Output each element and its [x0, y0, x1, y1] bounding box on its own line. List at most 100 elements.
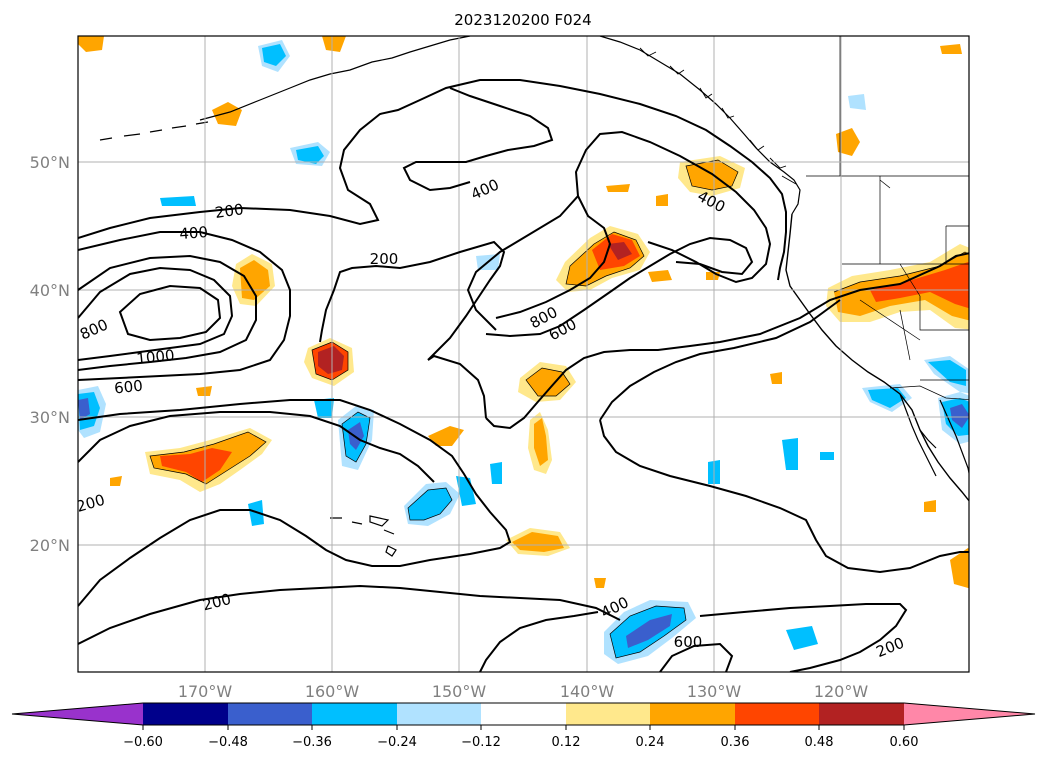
contour-400-far-south [479, 611, 599, 672]
colorbar-tick-label: −0.36 [292, 735, 332, 750]
contour-200-subtropical [78, 411, 435, 483]
warm-patch-small-9 [940, 44, 962, 54]
coastline-us-west [785, 213, 969, 502]
warm-patch-143w-south-core [534, 418, 548, 466]
coastline-alaska-peninsula [199, 36, 471, 121]
colorbar-tick-label: −0.24 [377, 735, 417, 750]
contour-200-south [78, 584, 621, 645]
coastline-gulf-of-alaska [599, 36, 801, 215]
warm-patch-canada [836, 128, 860, 156]
contour-600-east-loop [485, 236, 754, 338]
contour-200-inner-loop [402, 87, 554, 192]
contour-600-southern [599, 299, 841, 421]
colorbar-segment [566, 703, 650, 725]
warm-patch-west-us-hot [870, 262, 969, 309]
contour-label: 200 [370, 250, 399, 268]
lat-label: 30°N [30, 408, 70, 427]
colorbar-segment [819, 703, 904, 725]
contour-200-southeast [699, 603, 908, 672]
coastline-aleutian-islands [99, 121, 209, 141]
cool-patch-small-3 [314, 398, 334, 418]
cool-patch-hawaii-core [408, 488, 452, 520]
contour-lines [78, 79, 969, 672]
warm-patch-hawaii-west-hot [160, 448, 232, 482]
warm-patch-142w-core [526, 368, 570, 396]
cool-patch-small-11 [820, 452, 834, 460]
colorbar-extension-high [904, 703, 1035, 725]
contour-800-trough [78, 266, 234, 361]
us-mexico-border [889, 385, 969, 400]
colorbar-segment [735, 703, 819, 725]
warm-patch-small-7 [594, 578, 606, 588]
warm-patch-hawaii-east-core [512, 532, 564, 552]
colorbar-segment [650, 703, 735, 725]
hawaii-islands [330, 515, 397, 557]
lat-label: 40°N [30, 281, 70, 300]
warm-patch-small-5 [770, 372, 782, 384]
coastline-bc-inlets [639, 47, 797, 185]
contour-400-mid-pacific [319, 240, 506, 361]
lon-label: 140°W [560, 682, 615, 701]
graticule [78, 36, 969, 672]
lon-label: 170°W [178, 682, 233, 701]
colorbar-tick-label: 0.36 [721, 735, 750, 750]
colorbar-segment [397, 703, 481, 725]
colorbar-ticks [142, 725, 905, 730]
lat-label: 50°N [30, 153, 70, 172]
colorbar-tick-label: 0.60 [890, 735, 919, 750]
contour-1000-trough [118, 284, 222, 342]
warm-patch-small-1 [606, 184, 630, 192]
warm-patch-aleutian [212, 102, 242, 126]
lon-label: 120°W [814, 682, 869, 701]
warm-patch-small-6 [924, 500, 936, 512]
cool-patch-southern-jet-deep [626, 614, 672, 648]
map-layers: 200 400 600 800 1000 200 200 400 400 800… [78, 36, 969, 672]
warm-patch-nw-corner [78, 36, 104, 52]
colorbar-tick-label: −0.12 [461, 735, 501, 750]
longitude-labels: 170°W 160°W 150°W 140°W 130°W 120°W [178, 682, 869, 701]
contour-400-trough [78, 231, 291, 381]
contour-label: 600 [674, 633, 703, 651]
warm-patch-southeast [950, 548, 969, 589]
colorbar-tick-label: 0.24 [636, 735, 665, 750]
warm-patch-central-max [608, 242, 632, 260]
map-background [78, 36, 969, 672]
cool-patch-bering-core [262, 44, 286, 66]
contour-400-southern-loop [427, 252, 969, 430]
warm-patch-small-8 [656, 194, 668, 206]
coastline-baja [899, 393, 937, 477]
cool-patch-west-edge-deep [78, 398, 90, 420]
lon-label: 150°W [432, 682, 487, 701]
cool-patch-gulf-alaska-core [296, 146, 324, 164]
contour-200-north [78, 79, 787, 281]
contour-label: 600 [113, 377, 143, 398]
warm-patch-dateline-max [318, 346, 344, 374]
cool-patch-small-5 [786, 626, 818, 650]
colorbar-tick-label: −0.60 [123, 735, 163, 750]
contour-400-east-loop [466, 130, 772, 331]
cool-patch-small-7 [490, 462, 502, 484]
contour-400-south [599, 419, 969, 574]
cool-patch-socal-core [868, 388, 906, 408]
warm-patch-bering [322, 36, 346, 52]
cool-patch-small-9 [456, 476, 476, 506]
lon-label: 130°W [687, 682, 742, 701]
colorbar-tick-label: 0.12 [552, 735, 581, 750]
map-title: 2023120200 F024 [454, 11, 591, 29]
cool-patch-small-10 [848, 94, 866, 110]
cool-patch-small-1 [160, 196, 196, 206]
contour-800-east-loop [495, 195, 612, 319]
colorbar-tick-label: 0.48 [805, 735, 834, 750]
contour-label: 1000 [136, 346, 176, 368]
colorbar-segment [228, 703, 312, 725]
cool-patch-small-4 [782, 438, 798, 470]
colorbar: −0.60 −0.48 −0.36 −0.24 −0.12 0.12 0.24 … [11, 702, 1036, 750]
warm-patch-152w [428, 426, 464, 446]
warm-patch-small-2 [648, 270, 672, 282]
colorbar-tick-label: −0.48 [208, 735, 248, 750]
colorbar-segment [143, 703, 228, 725]
contour-200-south-jet [78, 399, 512, 607]
latitude-labels: 50°N 40°N 30°N 20°N [30, 153, 70, 555]
colorbar-segment [312, 703, 397, 725]
cool-patch-baja-deep [950, 404, 969, 428]
